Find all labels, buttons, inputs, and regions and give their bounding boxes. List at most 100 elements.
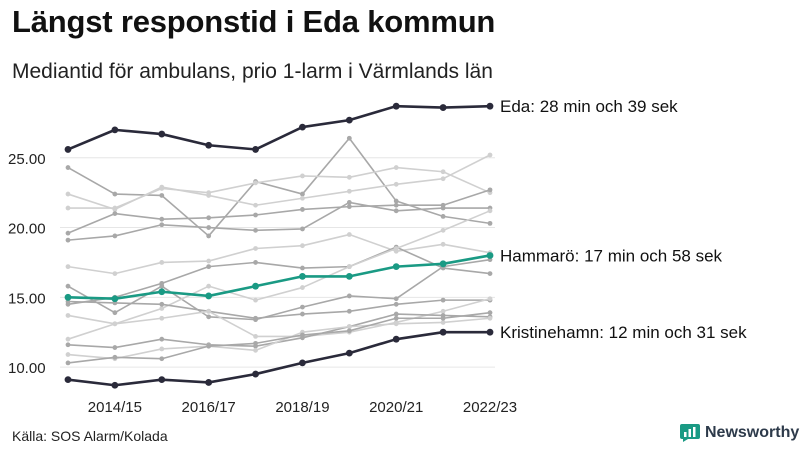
background-series-point <box>253 297 258 303</box>
background-series-point <box>346 135 352 141</box>
hammaro-series-point <box>392 263 400 271</box>
background-series-point <box>253 212 258 218</box>
eda-series-label: Eda: 28 min och 39 sek <box>500 97 678 116</box>
background-series-line <box>67 233 491 275</box>
background-series-point <box>206 283 212 289</box>
background-series-line <box>67 246 491 306</box>
background-series-point <box>346 188 352 194</box>
background-series-point <box>300 207 305 212</box>
kristinehamn-series-line <box>67 330 490 387</box>
background-series-point <box>440 297 446 303</box>
kristinehamn-series-point <box>486 328 494 336</box>
kristinehamn-series-point <box>205 379 213 386</box>
background-series-point <box>253 340 258 346</box>
eda-series-point <box>252 146 259 153</box>
background-series-point <box>65 313 71 318</box>
background-series-point <box>206 233 212 239</box>
background-series-point <box>112 354 118 360</box>
x-tick-label: 2022/23 <box>463 399 517 416</box>
background-series-point <box>346 308 352 314</box>
background-series-line <box>67 297 491 340</box>
background-series-line <box>67 137 491 237</box>
background-series-point <box>112 191 118 197</box>
background-series-point <box>206 190 212 196</box>
background-series-point <box>487 187 493 193</box>
eda-series-point <box>205 141 213 149</box>
background-series-point <box>300 304 305 310</box>
background-series-point <box>440 227 446 233</box>
background-series-point <box>206 264 212 270</box>
background-series-point <box>346 232 352 237</box>
background-series-point <box>253 333 258 339</box>
background-series-point <box>112 310 118 316</box>
background-series-point <box>300 243 305 249</box>
chart-subtitle: Mediantid för ambulans, prio 1-larm i Vä… <box>12 60 493 83</box>
background-series-point <box>440 315 446 321</box>
x-tick-label: 2016/17 <box>182 399 236 416</box>
background-series-point <box>393 315 399 321</box>
background-series-point <box>300 285 305 290</box>
newsworthy-logo-icon <box>680 424 700 442</box>
hammaro-series-point <box>252 282 259 290</box>
background-series-point <box>300 265 305 271</box>
background-series-point <box>159 346 165 352</box>
background-series-point <box>159 216 165 222</box>
background-series-point <box>253 227 258 233</box>
background-series-point <box>393 165 399 170</box>
x-tick-label: 2020/21 <box>369 399 423 416</box>
kristinehamn-series-point <box>392 335 400 343</box>
background-series-point <box>487 152 493 158</box>
kristinehamn-series-point <box>439 328 447 336</box>
kristinehamn-series-point <box>111 381 119 389</box>
background-series-point <box>346 200 352 205</box>
background-series-point <box>346 324 352 330</box>
kristinehamn-series-label: Kristinehamn: 12 min och 31 sek <box>500 323 747 342</box>
background-series-point <box>206 225 212 230</box>
hammaro-series-point <box>158 288 166 296</box>
background-series-point <box>206 314 212 320</box>
background-series-point <box>65 283 71 289</box>
background-series-point <box>112 345 118 350</box>
background-series-point <box>440 320 446 325</box>
background-series-point <box>440 205 446 211</box>
background-series-point <box>159 222 165 228</box>
series-labels: Eda: 28 min och 39 sek Hammarö: 17 min oc… <box>500 97 747 342</box>
background-series-point <box>393 301 399 307</box>
background-series-line <box>67 201 490 241</box>
background-series-point <box>159 315 165 321</box>
background-series-point <box>112 205 118 211</box>
background-series-point <box>112 233 118 239</box>
background-series-point <box>65 191 71 197</box>
background-series-point <box>393 311 399 317</box>
background-series-point <box>206 308 212 314</box>
background-series-point <box>159 301 165 307</box>
background-series-point <box>65 264 71 270</box>
background-series-point <box>206 215 212 221</box>
background-series-line <box>67 189 491 234</box>
background-series-point <box>300 332 305 338</box>
hammaro-series-point <box>205 292 213 300</box>
background-series-point <box>300 311 305 317</box>
background-series-point <box>440 169 446 175</box>
background-series-point <box>65 352 71 357</box>
background-series-point <box>300 173 305 179</box>
background-series-point <box>346 293 352 299</box>
background-series-point <box>159 356 165 362</box>
background-series-point <box>487 220 493 226</box>
background-series-point <box>159 186 165 191</box>
background-series-line <box>67 299 490 320</box>
background-series-point <box>300 191 305 197</box>
background-series-point <box>112 271 118 277</box>
hammaro-series-label: Hammarö: 17 min och 58 sek <box>500 246 723 265</box>
hammaro-series-point <box>486 252 494 259</box>
background-series-point <box>65 230 71 236</box>
background-series-line <box>67 317 491 360</box>
eda-series-point <box>111 126 119 134</box>
background-series-point <box>65 237 71 243</box>
background-series-point <box>300 195 305 201</box>
x-axis: 2014/15 2016/17 2018/19 2020/21 2022/23 <box>88 399 517 416</box>
background-series-point <box>393 202 399 208</box>
background-series-point <box>440 176 446 182</box>
background-series-point <box>206 258 212 264</box>
y-axis: 10.00 15.00 20.00 25.00 <box>8 151 46 377</box>
